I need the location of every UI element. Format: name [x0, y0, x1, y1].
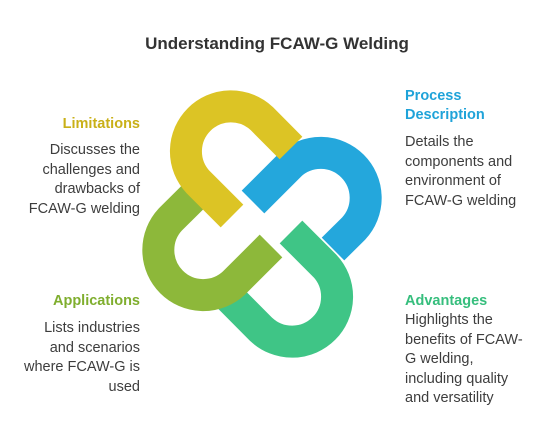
limitations-line: challenges and [42, 161, 140, 178]
limitations-line: drawbacks of [54, 181, 140, 197]
advantages-line: benefits of FCAW- [405, 331, 523, 348]
advantages-heading: Advantages [405, 293, 488, 309]
applications-heading: Applications [52, 293, 140, 309]
blue-loop [241, 136, 382, 261]
process-line: Details the [405, 134, 474, 150]
process-line: environment of [405, 173, 501, 189]
process-heading-line: Description [405, 107, 485, 123]
process-line: components and [405, 153, 513, 170]
limitations-heading: Limitations [62, 116, 140, 132]
green-loop [216, 220, 354, 358]
lime-loop [142, 183, 283, 312]
applications-line: and scenarios [49, 339, 140, 356]
advantages-line: Highlights the [405, 312, 493, 328]
limitations-description: Discusses the challenges and drawbacks o… [0, 141, 140, 219]
process-description: Details the components and environment o… [405, 133, 550, 211]
advantages-line: G welding, [405, 351, 474, 367]
advantages-description: Highlights the benefits of FCAW- G weldi… [405, 311, 550, 409]
applications-line: used [108, 378, 140, 395]
applications-description: Lists industries and scenarios where FCA… [0, 319, 140, 397]
advantages-line: including quality [405, 370, 509, 387]
applications-line: where FCAW-G is [23, 359, 140, 375]
process-line: FCAW-G welding [405, 192, 517, 209]
limitations-line: Discusses the [49, 142, 140, 158]
yellow-loop [169, 90, 303, 228]
advantages-line: and versatility [405, 390, 494, 406]
process-heading-line: Process [405, 88, 462, 104]
applications-line: Lists industries [44, 320, 140, 336]
process-heading: Process Description [405, 87, 545, 125]
diagram-title: Understanding FCAW-G Welding [145, 34, 409, 53]
limitations-line: FCAW-G welding [28, 200, 140, 217]
